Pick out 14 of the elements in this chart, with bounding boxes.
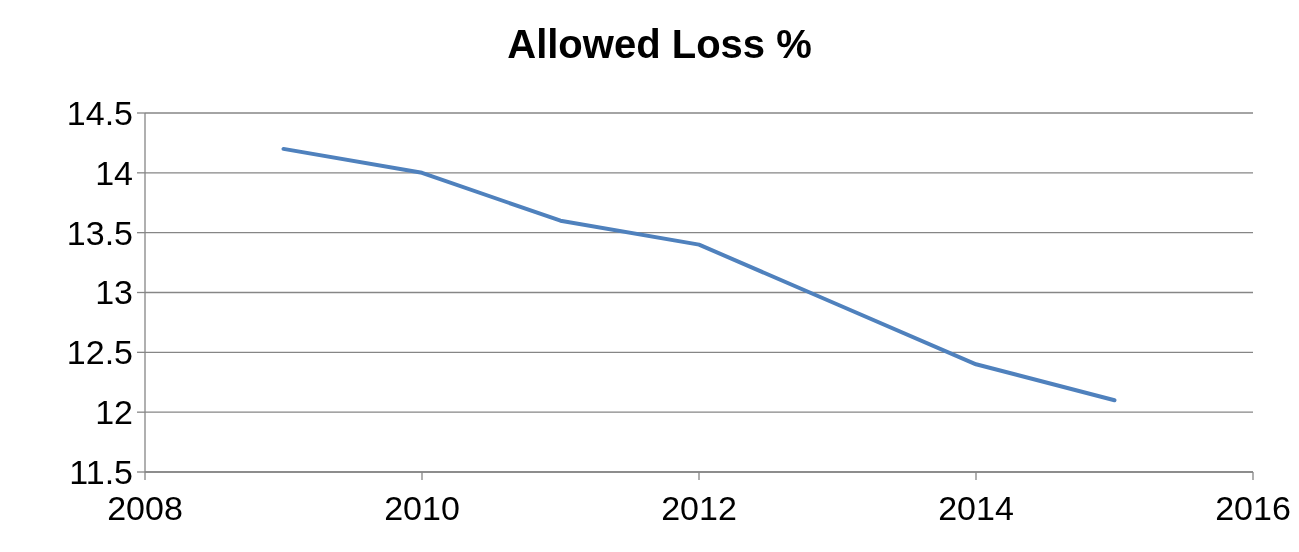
y-tick-label: 13	[95, 273, 133, 312]
y-tick-label: 12.5	[66, 333, 133, 372]
y-tick-label: 12	[95, 393, 133, 432]
x-tick-label: 2016	[1215, 489, 1291, 527]
line-series	[281, 146, 1117, 403]
x-tick-label: 2010	[384, 489, 460, 527]
x-tick-label: 2012	[661, 489, 737, 527]
chart-title: Allowed Loss %	[507, 22, 812, 66]
y-tick-label: 13.5	[66, 213, 133, 252]
y-tick-label: 14.5	[66, 93, 133, 132]
y-tick-label: 14	[95, 153, 133, 192]
x-tick-label: 2014	[938, 489, 1014, 527]
y-tick-label: 11.5	[69, 452, 133, 491]
x-tick-label: 2008	[107, 489, 183, 527]
